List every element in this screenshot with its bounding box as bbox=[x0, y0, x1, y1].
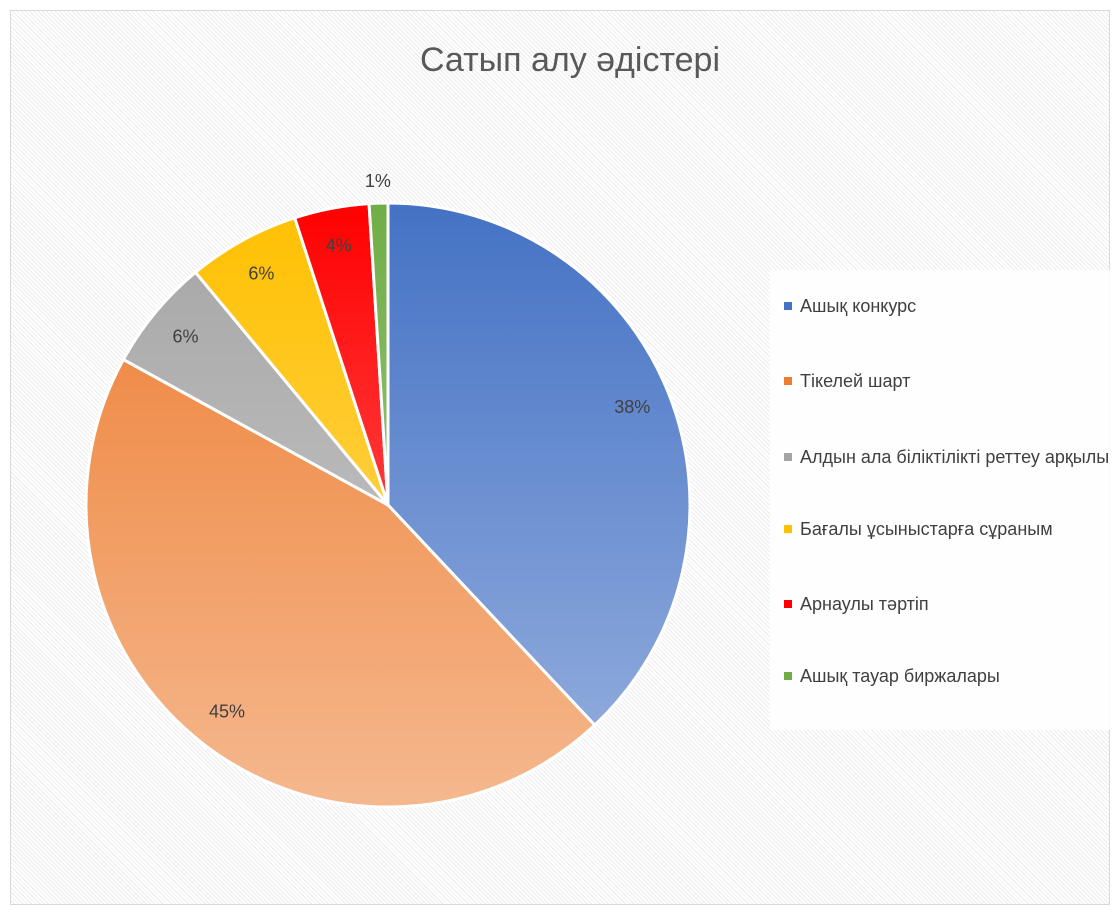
legend-swatch bbox=[784, 453, 792, 461]
pie-slice bbox=[84, 358, 597, 809]
data-label: 38% bbox=[614, 397, 650, 417]
data-label: 1% bbox=[365, 171, 391, 191]
legend-label: Тікелей шарт bbox=[800, 371, 911, 391]
data-label: 6% bbox=[248, 264, 274, 284]
legend: Ашық конкурс Тікелей шарт Алдын ала білікт… bbox=[770, 270, 1110, 730]
legend-swatch bbox=[784, 600, 792, 608]
chart-title: Сатып алу әдістері bbox=[420, 41, 720, 79]
legend-swatch bbox=[784, 672, 792, 680]
legend-item: Тікелей шарт bbox=[784, 367, 1119, 395]
data-label: 6% bbox=[173, 326, 199, 346]
legend-label: Ашық тауар биржалары bbox=[800, 666, 1000, 686]
legend-swatch bbox=[784, 302, 792, 310]
data-label: 4% bbox=[326, 236, 352, 256]
legend-swatch bbox=[784, 377, 792, 385]
legend-label: Бағалы ұсыныстарға сұраным bbox=[800, 519, 1053, 539]
legend-item: Ашық конкурс bbox=[784, 292, 1119, 320]
legend-item: Арнаулы тәртіп bbox=[784, 590, 1119, 618]
legend-item: Бағалы ұсыныстарға сұраным bbox=[784, 515, 1119, 543]
legend-item: Алдын ала біліктілікті реттеу арқылы bbox=[784, 443, 1119, 471]
legend-swatch bbox=[784, 525, 792, 533]
legend-label: Арнаулы тәртіп bbox=[800, 594, 929, 614]
pie-slice bbox=[386, 201, 692, 727]
legend-item: Ашық тауар биржалары bbox=[784, 662, 1119, 690]
pie-slice bbox=[367, 201, 390, 507]
legend-label: Ашық конкурс bbox=[800, 296, 917, 316]
legend-label: Алдын ала біліктілікті реттеу арқылы bbox=[800, 447, 1110, 467]
data-label: 45% bbox=[209, 701, 245, 721]
